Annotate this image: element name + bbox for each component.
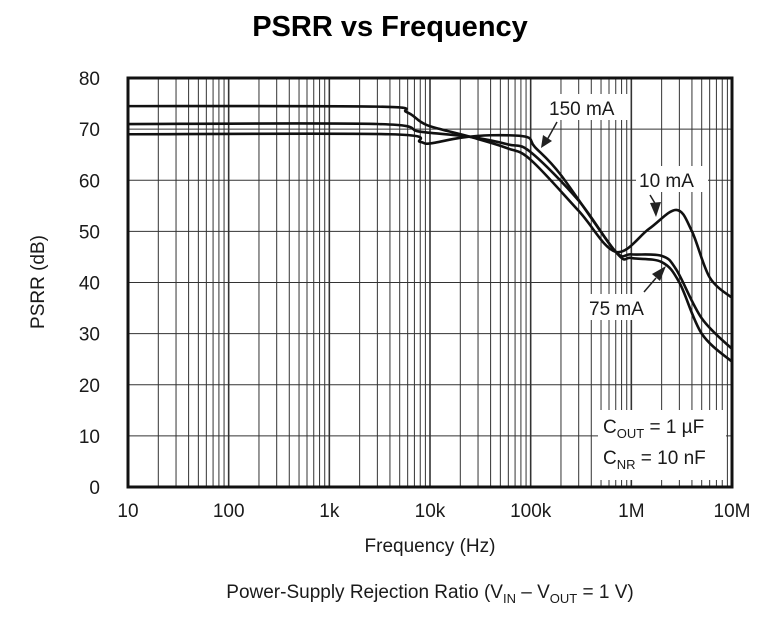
y-tick-label: 60 — [79, 171, 100, 192]
label-bg — [587, 294, 659, 320]
arrow-150ma — [546, 121, 558, 141]
y-tick-label: 20 — [79, 376, 100, 397]
y-tick-label: 10 — [79, 427, 100, 448]
annotations: COUT = 1 µF CNR = 10 nF 150 mA 10 mA 75 … — [541, 94, 726, 480]
label-75ma: 75 mA — [589, 299, 644, 320]
y-tick-label: 50 — [79, 222, 100, 243]
y-ticks: 0 10 20 30 40 50 60 70 80 — [79, 69, 100, 499]
y-tick-label: 70 — [79, 120, 100, 141]
arrowhead-75ma — [652, 266, 666, 281]
caption: Power-Supply Rejection Ratio (VIN – VOUT… — [226, 582, 633, 606]
y-tick-label: 80 — [79, 69, 100, 90]
y-tick-label: 40 — [79, 274, 100, 295]
x-tick-label: 10k — [415, 501, 446, 522]
condition-cout: COUT = 1 µF — [603, 417, 704, 441]
condition-cnr: CNR = 10 nF — [603, 448, 706, 472]
chart-title: PSRR vs Frequency — [252, 11, 528, 43]
x-tick-label: 100k — [510, 501, 552, 522]
series-line-10ma — [127, 104, 733, 299]
label-10ma: 10 mA — [639, 171, 694, 192]
y-tick-label: 0 — [89, 478, 100, 499]
label-bg — [636, 166, 708, 192]
y-tick-label: 30 — [79, 325, 100, 346]
arrowhead-150ma — [541, 135, 552, 148]
x-tick-label: 1k — [319, 501, 340, 522]
series-line-150ma — [127, 132, 733, 363]
x-tick-label: 10M — [714, 501, 751, 522]
x-axis-label: Frequency (Hz) — [365, 536, 496, 557]
label-150ma: 150 mA — [549, 99, 615, 120]
series-lines — [127, 104, 733, 363]
x-tick-label: 1M — [618, 501, 644, 522]
arrow-75ma — [643, 277, 657, 293]
y-axis-label: PSRR (dB) — [28, 235, 49, 329]
x-tick-label: 10 — [117, 501, 138, 522]
conditions-box — [598, 410, 726, 480]
arrowhead-10ma — [650, 202, 661, 217]
x-tick-label: 100 — [213, 501, 245, 522]
label-bg — [545, 94, 630, 120]
plot-frame — [126, 76, 734, 489]
series-line-75ma — [127, 122, 733, 350]
x-ticks: 10 100 1k 10k 100k 1M 10M — [117, 501, 750, 522]
